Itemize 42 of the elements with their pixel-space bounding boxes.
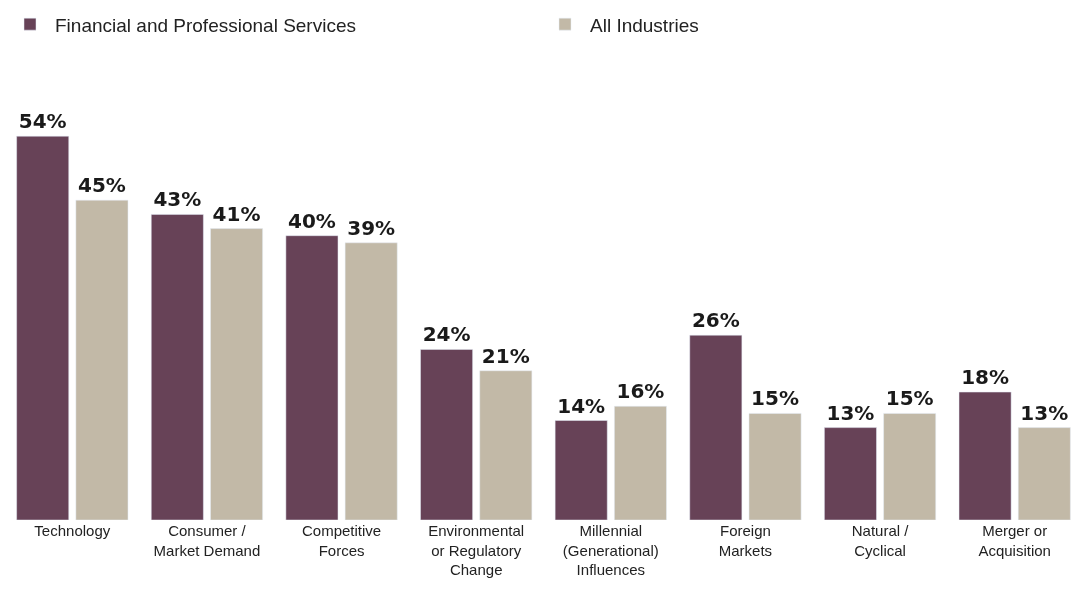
data-label: 45% bbox=[77, 173, 126, 198]
bar bbox=[75, 199, 129, 520]
x-tick-label: Technology bbox=[34, 522, 111, 539]
data-label: 39% bbox=[347, 215, 396, 240]
data-label: 21% bbox=[481, 343, 530, 368]
bar bbox=[420, 349, 473, 520]
x-tick-label: Merger or Acquisition bbox=[978, 522, 1051, 559]
bar bbox=[285, 235, 339, 520]
bar bbox=[748, 413, 802, 520]
data-label: 54% bbox=[18, 109, 67, 134]
bar bbox=[614, 406, 667, 520]
data-label: 16% bbox=[616, 379, 665, 404]
x-tick-label: Natural / Cyclical bbox=[851, 522, 910, 559]
legend-label: All Industries bbox=[590, 14, 699, 36]
bar bbox=[344, 242, 398, 520]
bar bbox=[479, 370, 533, 520]
bar bbox=[554, 420, 608, 520]
x-tick-label: Environmental or Regulatory Change bbox=[428, 522, 525, 578]
data-label: 26% bbox=[691, 308, 740, 333]
data-label: 40% bbox=[288, 208, 336, 233]
bar bbox=[824, 427, 877, 520]
bar bbox=[958, 391, 1012, 520]
data-label: 13% bbox=[1020, 400, 1069, 425]
bar bbox=[16, 135, 70, 520]
data-label: 15% bbox=[885, 386, 934, 411]
data-label: 41% bbox=[212, 201, 261, 226]
bar bbox=[689, 334, 743, 520]
data-label: 14% bbox=[557, 393, 606, 418]
data-label: 24% bbox=[422, 322, 471, 347]
x-tick-label: Foreign Markets bbox=[718, 522, 773, 559]
data-label: 43% bbox=[153, 187, 202, 212]
bar bbox=[210, 228, 263, 520]
legend-label: Financial and Professional Services bbox=[55, 14, 356, 36]
x-tick-label: Competitive Forces bbox=[301, 522, 382, 559]
x-tick-label: Consumer / Market Demand bbox=[153, 522, 261, 559]
bar bbox=[1017, 427, 1071, 520]
bar bbox=[883, 413, 936, 520]
bar bbox=[151, 214, 204, 520]
data-label: 18% bbox=[961, 365, 1010, 390]
x-tick-label: Millennial (Generational) Influences bbox=[562, 522, 659, 578]
data-label: 13% bbox=[826, 400, 875, 425]
data-label: 15% bbox=[751, 386, 799, 411]
